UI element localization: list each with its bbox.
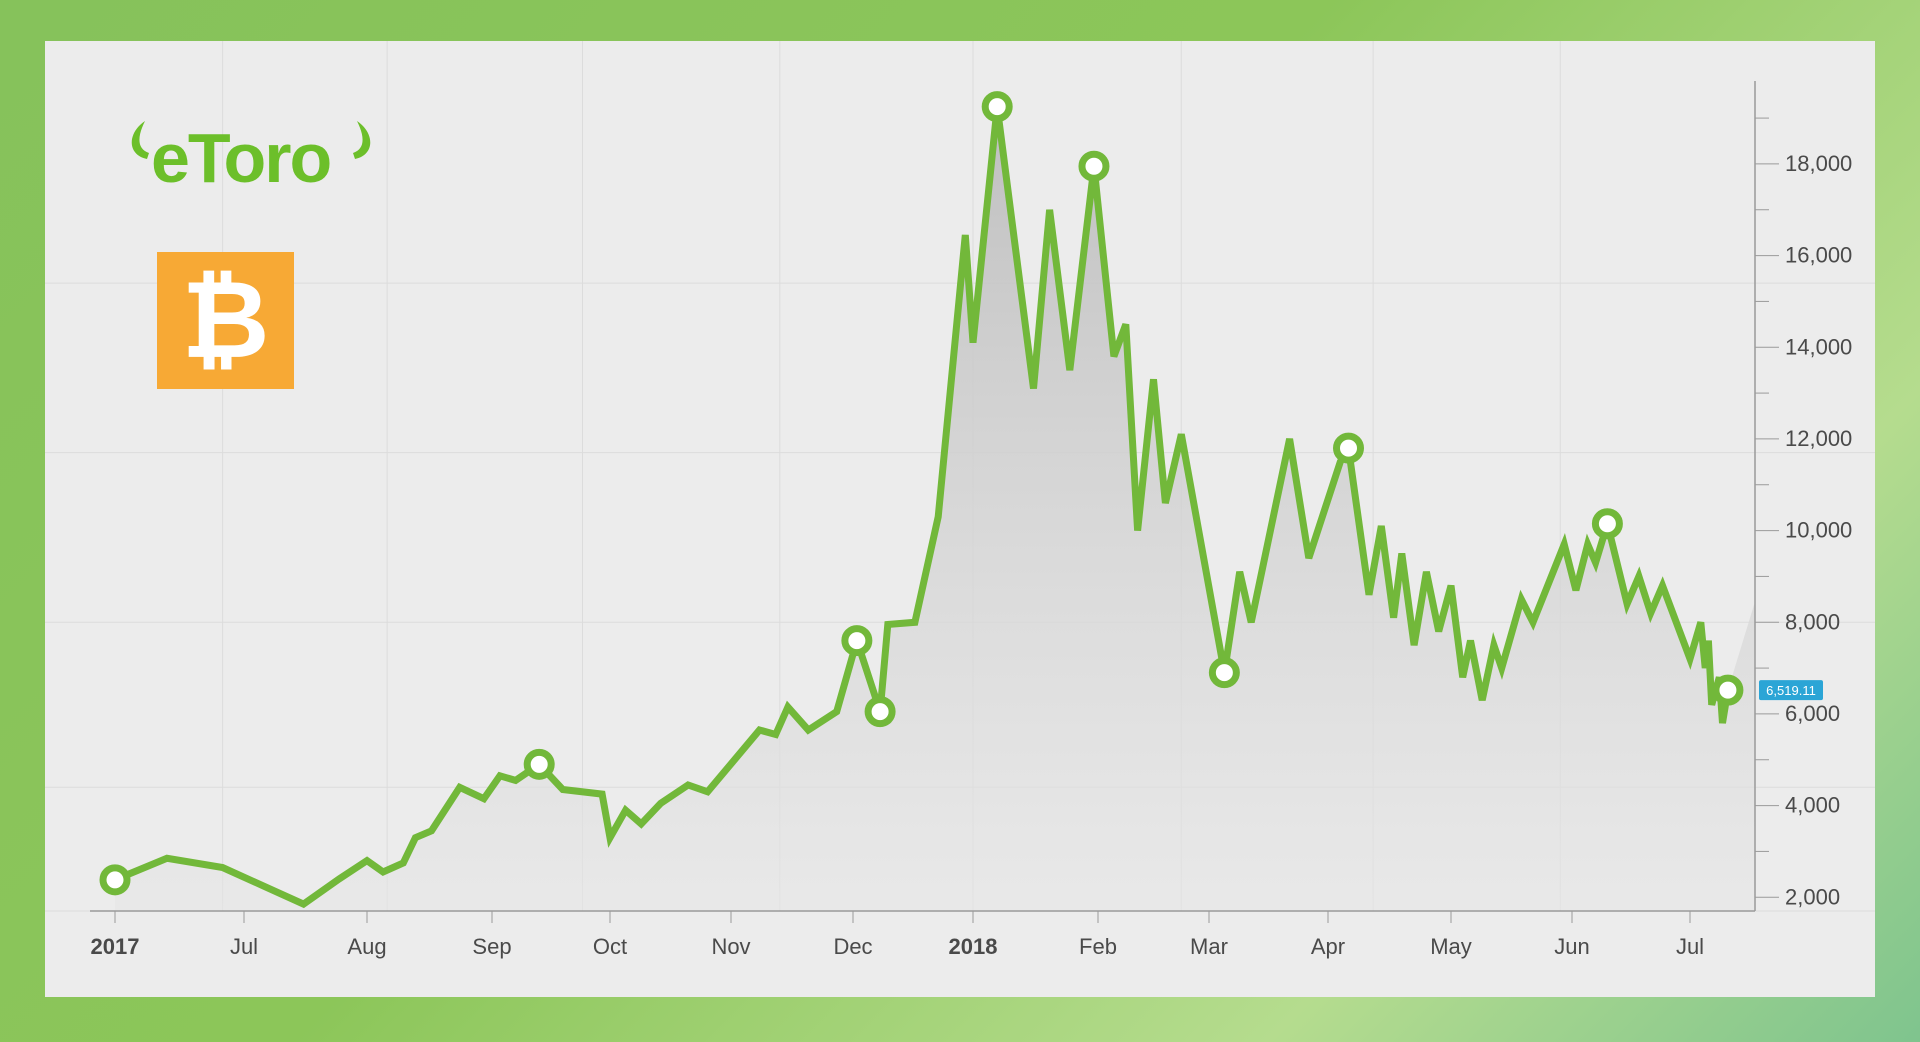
bitcoin-symbol: ₿ xyxy=(181,257,270,383)
tick-labels: 2,000 4,000 6,000 8,000 10,000 12,000 14,000 16… xyxy=(91,151,1853,959)
x-tick-label: Dec xyxy=(833,934,872,959)
price-marker xyxy=(99,864,131,896)
etoro-logo: eToro xyxy=(125,115,375,205)
bull-horns-icon xyxy=(131,121,371,159)
y-tick-label: 14,000 xyxy=(1785,334,1852,359)
price-marker xyxy=(1712,674,1744,706)
x-tick-label: Jun xyxy=(1554,934,1589,959)
current-price-tag-label: 6,519.11 xyxy=(1766,683,1816,698)
chart-panel: 2,000 4,000 6,000 8,000 10,000 12,000 14,000 16… xyxy=(45,41,1875,997)
y-tick-label: 8,000 xyxy=(1785,609,1840,634)
x-tick-label: Apr xyxy=(1311,934,1345,959)
x-tick-label: Nov xyxy=(711,934,750,959)
price-marker xyxy=(1078,150,1110,182)
area-fill xyxy=(115,106,1755,912)
x-tick-label: Jul xyxy=(230,934,258,959)
price-area xyxy=(115,106,1755,912)
bitcoin-icon: ₿ xyxy=(157,252,294,389)
price-marker xyxy=(1208,657,1240,689)
current-price-tag-box xyxy=(1759,680,1823,701)
y-tick-label: 10,000 xyxy=(1785,518,1852,543)
x-tick-label: May xyxy=(1430,934,1472,959)
y-tick-label: 6,000 xyxy=(1785,701,1840,726)
price-marker xyxy=(523,748,555,780)
price-marker xyxy=(1333,432,1364,464)
y-tick-label: 12,000 xyxy=(1785,426,1852,451)
y-tick-label: 2,000 xyxy=(1785,884,1840,909)
x-tick-label: Jul xyxy=(1676,934,1704,959)
x-tick-label: 2017 xyxy=(91,934,140,959)
x-tick-label: Feb xyxy=(1079,934,1117,959)
x-tick-label: Aug xyxy=(347,934,386,959)
current-price-tag: 6,519.11 xyxy=(1759,680,1823,701)
price-marker xyxy=(864,696,896,728)
price-marker xyxy=(841,625,873,657)
price-marker xyxy=(1591,508,1623,540)
x-tick-label: 2018 xyxy=(949,934,998,959)
y-tick-label: 4,000 xyxy=(1785,793,1840,818)
x-tick-label: Mar xyxy=(1190,934,1228,959)
logo-wordmark: eToro xyxy=(151,119,332,197)
x-tick-label: Sep xyxy=(472,934,511,959)
price-chart: 2,000 4,000 6,000 8,000 10,000 12,000 14,000 16… xyxy=(45,41,1875,959)
price-marker xyxy=(981,91,1013,123)
axes xyxy=(90,81,1779,923)
y-tick-label: 16,000 xyxy=(1785,243,1852,268)
x-tick-label: Oct xyxy=(593,934,627,959)
markers xyxy=(99,91,1744,896)
y-tick-label: 18,000 xyxy=(1785,151,1852,176)
